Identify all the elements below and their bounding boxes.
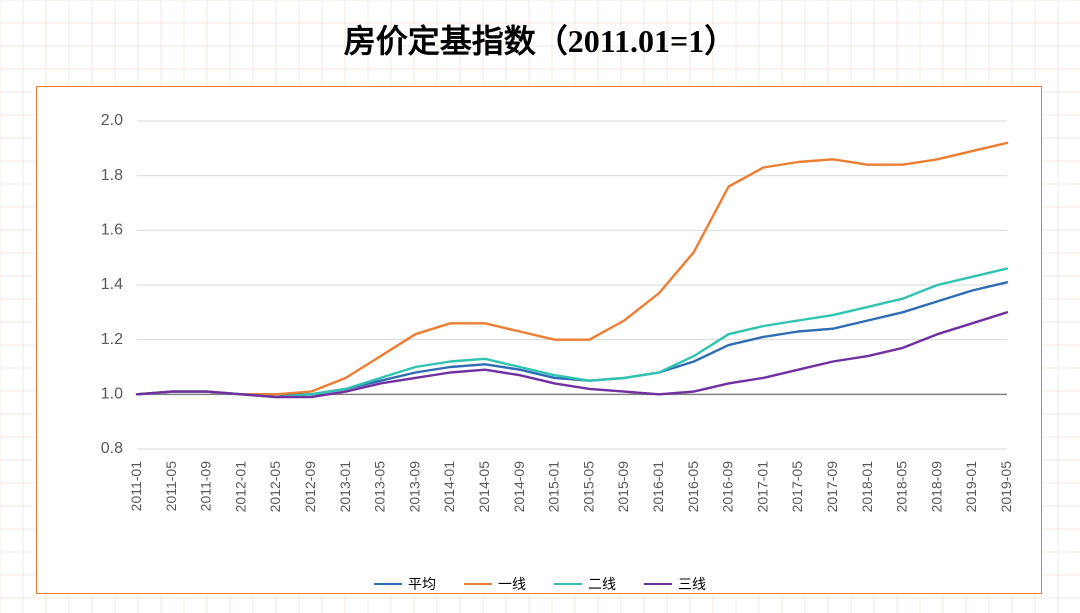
legend-swatch <box>554 583 582 585</box>
x-tick-label: 2011-01 <box>128 461 144 512</box>
series-line-一线 <box>137 143 1007 394</box>
x-tick-label: 2018-09 <box>928 461 944 513</box>
x-tick-label: 2017-05 <box>789 461 805 513</box>
x-tick-label: 2013-01 <box>337 461 353 513</box>
x-tick-label: 2017-01 <box>754 461 770 513</box>
x-tick-label: 2014-09 <box>511 461 527 513</box>
series-line-二线 <box>137 269 1007 398</box>
legend-item: 平均 <box>374 574 436 594</box>
legend-label: 平均 <box>408 574 436 594</box>
chart-legend: 平均 一线 二线 三线 <box>0 572 1080 594</box>
x-tick-label: 2013-09 <box>406 461 422 513</box>
y-tick-label: 1.8 <box>101 167 123 184</box>
x-tick-label: 2015-09 <box>615 461 631 513</box>
y-tick-label: 1.6 <box>101 222 123 239</box>
x-tick-label: 2019-05 <box>998 461 1014 513</box>
legend-item: 一线 <box>464 574 526 594</box>
y-tick-label: 0.8 <box>101 440 123 457</box>
y-tick-label: 1.0 <box>101 386 123 403</box>
legend-item: 二线 <box>554 574 616 594</box>
legend-swatch <box>464 583 492 585</box>
series-line-三线 <box>137 312 1007 397</box>
legend-label: 一线 <box>498 574 526 594</box>
x-tick-label: 2017-09 <box>824 461 840 513</box>
x-tick-label: 2016-09 <box>720 461 736 513</box>
chart-svg: 0.8 1.0 1.2 1.4 1.6 1.8 2.0 2011-01 2011-05 2011-… <box>37 87 1043 595</box>
x-tick-label: 2018-01 <box>859 461 875 513</box>
x-tick-label: 2016-05 <box>685 461 701 513</box>
x-tick-label: 2015-01 <box>546 461 562 513</box>
legend-label: 二线 <box>588 574 616 594</box>
page: 房价定基指数（2011.01=1） 0.8 1.0 1.2 1.4 1.6 1.8 2.0 2… <box>0 0 1080 613</box>
x-tick-label: 2012-01 <box>232 461 248 513</box>
x-tick-label: 2014-01 <box>441 461 457 513</box>
legend-item: 三线 <box>644 574 706 594</box>
chart-title: 房价定基指数（2011.01=1） <box>0 16 1080 62</box>
y-tick-label: 1.2 <box>101 331 123 348</box>
legend-swatch <box>374 583 402 585</box>
x-tick-label: 2012-09 <box>302 461 318 513</box>
x-tick-label: 2018-05 <box>894 461 910 513</box>
x-tick-label: 2013-05 <box>372 461 388 513</box>
x-tick-label: 2014-05 <box>476 461 492 513</box>
x-tick-label: 2019-01 <box>963 461 979 513</box>
y-tick-label: 1.4 <box>101 276 123 293</box>
y-tick-label: 2.0 <box>101 112 123 129</box>
x-tick-label: 2011-09 <box>198 461 214 512</box>
legend-label: 三线 <box>678 574 706 594</box>
x-tick-label: 2012-05 <box>267 461 283 513</box>
x-tick-label: 2016-01 <box>650 461 666 513</box>
x-tick-label: 2011-05 <box>163 461 179 512</box>
chart-frame: 0.8 1.0 1.2 1.4 1.6 1.8 2.0 2011-01 2011-05 2011-… <box>36 86 1042 594</box>
legend-swatch <box>644 583 672 585</box>
x-tick-label: 2015-05 <box>580 461 596 513</box>
